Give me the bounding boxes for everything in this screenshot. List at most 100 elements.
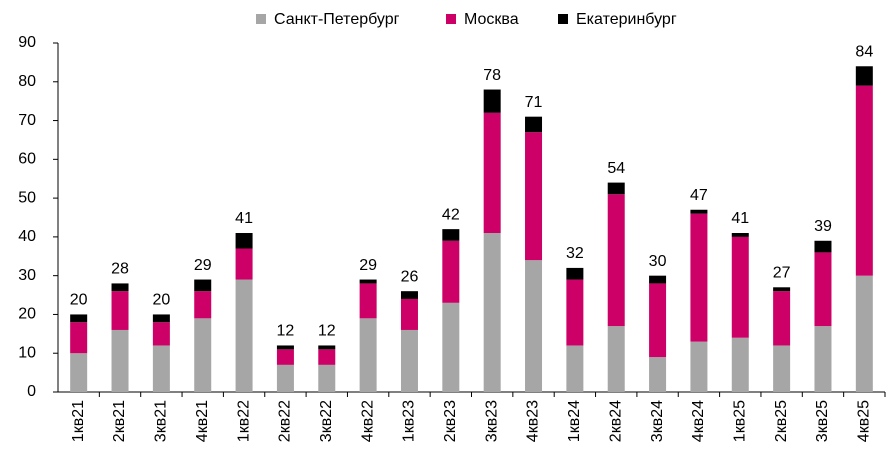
total-label: 84 <box>855 43 873 60</box>
x-tick-label: 2кв25 <box>773 400 790 442</box>
bar-segment <box>111 283 129 292</box>
x-tick-label: 3кв23 <box>483 400 500 442</box>
bar-segment <box>649 283 667 358</box>
x-tick-label: 2кв23 <box>442 400 459 442</box>
bar-segment <box>276 345 294 350</box>
bar-segment <box>483 89 501 113</box>
bar-segment <box>566 345 584 392</box>
x-tick-label: 1кв24 <box>566 400 583 442</box>
bar-segment <box>70 353 88 392</box>
total-label: 54 <box>607 160 625 177</box>
bar-segment <box>483 112 501 234</box>
x-tick-label: 1кв23 <box>401 400 418 442</box>
bar-segment <box>400 291 418 299</box>
y-tick-label: 80 <box>18 73 36 90</box>
y-tick-label: 40 <box>18 228 36 245</box>
y-tick-label: 50 <box>18 189 36 206</box>
total-label: 32 <box>566 245 584 262</box>
total-label: 26 <box>401 268 419 285</box>
total-label: 42 <box>442 206 460 223</box>
bar-segment <box>855 66 873 86</box>
legend-swatch <box>256 14 266 24</box>
y-tick-label: 70 <box>18 112 36 129</box>
y-tick-label: 30 <box>18 267 36 284</box>
bar-segment <box>318 364 336 392</box>
total-label: 47 <box>690 187 708 204</box>
bar-segment <box>194 318 212 392</box>
bar-segment <box>525 116 543 133</box>
total-label: 28 <box>111 261 129 278</box>
bar-segment <box>773 287 791 292</box>
bar-segment <box>442 229 460 241</box>
bar-segment <box>690 209 708 214</box>
total-label: 12 <box>318 323 336 340</box>
bar-segment <box>442 240 460 303</box>
bar-segment <box>152 345 170 392</box>
bar-segment <box>235 248 253 280</box>
total-label: 78 <box>483 67 501 84</box>
x-tick-label: 4кв22 <box>359 400 376 442</box>
y-tick-label: 0 <box>27 383 36 400</box>
bar-segment <box>566 279 584 346</box>
bar-segment <box>152 322 170 346</box>
total-label: 71 <box>525 94 543 111</box>
bar-segment <box>235 233 253 249</box>
bar-segment <box>194 291 212 319</box>
bar-segment <box>731 236 749 338</box>
bar-segment <box>649 357 667 392</box>
bar-segment <box>607 194 625 327</box>
x-tick-label: 2кв24 <box>607 400 624 442</box>
bar-segment <box>318 349 336 365</box>
bar-segment <box>690 341 708 392</box>
total-label: 12 <box>277 323 295 340</box>
bar-segment <box>111 291 129 330</box>
bar-segment <box>731 337 749 392</box>
y-tick-label: 90 <box>18 34 36 51</box>
bar-segment <box>359 318 377 392</box>
bar-segment <box>276 349 294 365</box>
bar-segment <box>194 279 212 292</box>
bar-segment <box>731 233 749 237</box>
total-label: 41 <box>235 210 253 227</box>
x-tick-label: 4кв25 <box>856 400 873 442</box>
x-tick-label: 4кв24 <box>690 400 707 442</box>
x-tick-label: 1кв21 <box>70 400 87 442</box>
x-tick-label: 4кв21 <box>194 400 211 442</box>
bar-segment <box>690 213 708 342</box>
x-tick-label: 1кв22 <box>235 400 252 442</box>
x-tick-label: 2кв21 <box>111 400 128 442</box>
bar-segment <box>814 240 832 253</box>
legend-swatch <box>558 14 568 24</box>
legend-swatch <box>446 14 456 24</box>
y-tick-label: 10 <box>18 344 36 361</box>
bar-segment <box>152 314 170 323</box>
x-tick-label: 3кв24 <box>649 400 666 442</box>
x-tick-label: 3кв21 <box>153 400 170 442</box>
bar-segment <box>773 291 791 346</box>
bar-segment <box>607 326 625 392</box>
bar-segment <box>235 279 253 392</box>
bar-segment <box>70 322 88 354</box>
x-tick-label: 2кв22 <box>277 400 294 442</box>
x-tick-label: 1кв25 <box>731 400 748 442</box>
total-label: 41 <box>731 210 749 227</box>
legend-label: Москва <box>464 11 519 28</box>
bar-segment <box>525 260 543 392</box>
x-tick-label: 3кв22 <box>318 400 335 442</box>
total-label: 20 <box>152 292 170 309</box>
bar-segment <box>111 329 129 392</box>
bar-segment <box>649 275 667 284</box>
bar-segment <box>814 326 832 392</box>
bar-segment <box>483 233 501 392</box>
total-label: 27 <box>773 265 791 282</box>
bar-segment <box>359 279 377 284</box>
x-tick-label: 4кв23 <box>525 400 542 442</box>
bar-segment <box>442 302 460 392</box>
total-label: 20 <box>70 292 88 309</box>
bar-segment <box>400 329 418 392</box>
total-label: 29 <box>194 257 212 274</box>
total-label: 39 <box>814 218 832 235</box>
bar-segment <box>855 85 873 276</box>
bar-segment <box>607 182 625 195</box>
